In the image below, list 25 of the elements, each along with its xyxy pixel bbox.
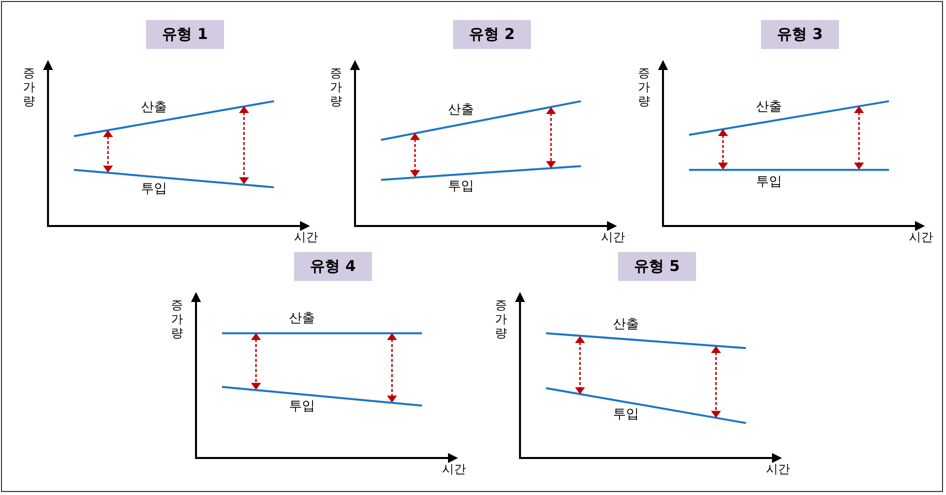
x-axis-title: 시간	[766, 462, 790, 476]
x-axis-title: 시간	[601, 230, 625, 244]
series-label: 투입	[289, 399, 315, 414]
series-label: 산출	[448, 102, 474, 118]
series-label: 투입	[756, 174, 782, 190]
series-label: 산출	[756, 99, 782, 114]
series-label: 산출	[613, 317, 639, 332]
chart-title: 유형 2	[453, 20, 531, 49]
series-label: 투입	[448, 179, 474, 194]
series-label: 산출	[289, 311, 315, 326]
chart-title: 유형 5	[618, 252, 696, 281]
y-axis-title: 증가량	[329, 66, 343, 108]
y-axis-title: 증가량	[494, 298, 508, 340]
y-axis-title: 증가량	[170, 298, 184, 340]
x-axis-title: 시간	[294, 230, 318, 244]
series-label: 투입	[141, 182, 167, 197]
chart-title: 유형 3	[761, 20, 839, 49]
series-label: 투입	[613, 406, 639, 422]
y-axis-title: 증가량	[637, 66, 651, 108]
series-label: 산출	[141, 100, 167, 116]
chart-title: 유형 4	[294, 252, 372, 281]
y-axis-title: 증가량	[22, 66, 36, 108]
chart-title: 유형 1	[146, 20, 224, 49]
x-axis-title: 시간	[442, 462, 466, 476]
x-axis-title: 시간	[909, 230, 933, 244]
